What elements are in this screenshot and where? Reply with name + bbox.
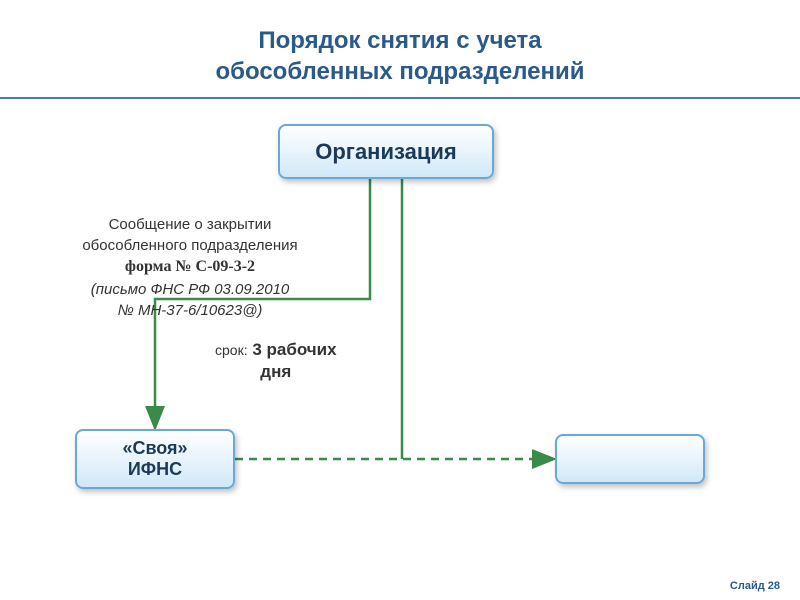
diagram-area: Организация «Своя» ИФНС Сообщение о закр… [0,99,800,579]
slide-number: Слайд 28 [730,580,780,592]
annotation-text: Сообщение о закрытии обособленного подра… [60,214,320,320]
node-own-ifns: «Своя» ИФНС [75,429,235,489]
node-other-ifns [555,434,705,484]
slide-title: Порядок снятия с учета обособленных подр… [0,0,800,87]
deadline-text: срок: 3 рабочих дня [215,339,337,383]
node-organization: Организация [278,124,494,179]
